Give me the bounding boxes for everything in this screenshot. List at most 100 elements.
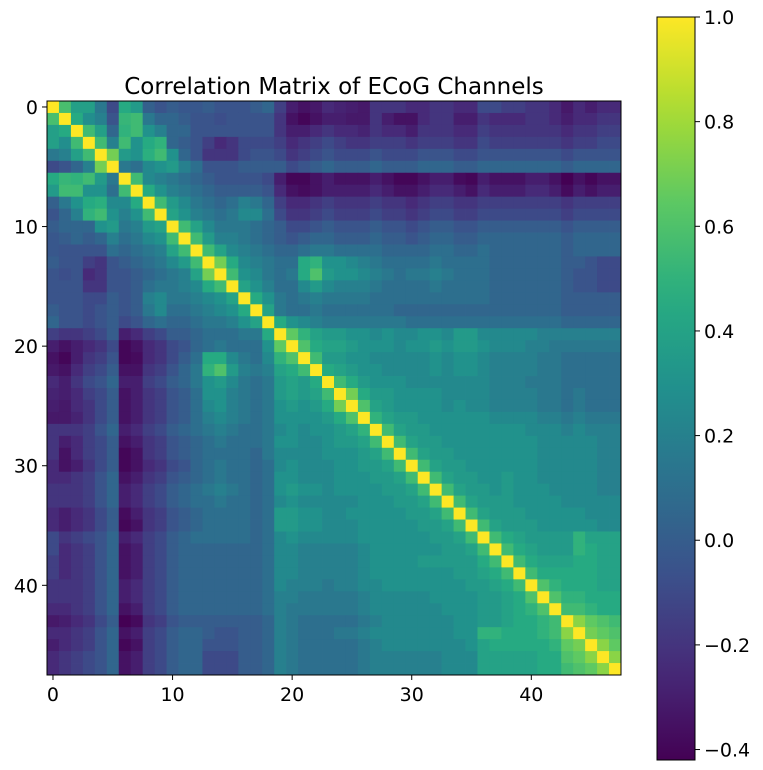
- heatmap-cell: [202, 531, 215, 544]
- heatmap-cell: [58, 220, 72, 233]
- heatmap-cell: [130, 280, 144, 293]
- heatmap-cell: [393, 603, 407, 616]
- heatmap-cell: [549, 364, 562, 377]
- heatmap-cell: [381, 411, 395, 425]
- heatmap-cell: [226, 663, 239, 676]
- heatmap-cell: [393, 280, 407, 293]
- heatmap-cell: [501, 136, 514, 150]
- heatmap-cell: [47, 627, 60, 640]
- heatmap-cell: [453, 639, 466, 652]
- heatmap-cell: [501, 388, 514, 401]
- heatmap-cell: [369, 531, 383, 544]
- heatmap-cell: [405, 543, 419, 556]
- y-tick-label: 30: [14, 456, 38, 478]
- heatmap-cell: [537, 543, 550, 556]
- heatmap-cell: [250, 507, 263, 520]
- heatmap-cell: [262, 328, 275, 341]
- heatmap-cell: [561, 208, 574, 221]
- heatmap-cell: [345, 196, 359, 210]
- heatmap-cell: [513, 579, 526, 592]
- heatmap-cell: [573, 579, 586, 592]
- heatmap-cell: [513, 256, 526, 269]
- heatmap-cell: [190, 364, 203, 377]
- heatmap-cell: [585, 579, 598, 592]
- heatmap-cell: [453, 423, 466, 437]
- heatmap-cell: [345, 124, 359, 138]
- heatmap-cell: [465, 567, 478, 580]
- heatmap-cell: [178, 399, 191, 413]
- heatmap-cell: [453, 124, 466, 138]
- heatmap-cell: [286, 328, 299, 341]
- heatmap-cell: [262, 256, 275, 269]
- heatmap-cell: [178, 615, 191, 628]
- heatmap-cell: [178, 579, 191, 592]
- heatmap-cell: [549, 160, 562, 174]
- heatmap-cell: [142, 220, 156, 233]
- heatmap-cell: [369, 101, 383, 114]
- heatmap-cell: [130, 447, 144, 461]
- heatmap-cell: [381, 435, 395, 449]
- heatmap-cell: [238, 459, 251, 473]
- heatmap-cell: [214, 184, 227, 198]
- heatmap-cell: [58, 471, 72, 485]
- heatmap-cell: [202, 184, 215, 198]
- heatmap-cell: [345, 435, 359, 449]
- heatmap-cell: [345, 292, 359, 305]
- heatmap-cell: [58, 316, 72, 329]
- heatmap-cell: [525, 160, 538, 174]
- heatmap-cell: [298, 388, 311, 401]
- heatmap-cell: [441, 172, 454, 186]
- heatmap-cell: [357, 340, 371, 353]
- heatmap-cell: [106, 519, 120, 532]
- heatmap-cell: [573, 364, 586, 377]
- heatmap-cell: [441, 447, 454, 461]
- heatmap-cell: [489, 124, 502, 138]
- heatmap-cell: [357, 352, 371, 365]
- x-tick-label: 0: [47, 684, 59, 706]
- heatmap-cell: [226, 435, 239, 449]
- heatmap-cell: [82, 196, 96, 210]
- heatmap-cell: [250, 268, 263, 281]
- heatmap-cell: [154, 220, 167, 233]
- heatmap-cell: [82, 124, 96, 138]
- heatmap-cell: [286, 471, 299, 485]
- heatmap-cell: [322, 208, 335, 221]
- heatmap-cell: [310, 172, 323, 186]
- heatmap-cell: [94, 232, 108, 245]
- heatmap-cell: [190, 495, 203, 508]
- heatmap-cell: [501, 639, 514, 652]
- heatmap-cell: [441, 304, 454, 317]
- heatmap-cell: [154, 591, 167, 604]
- heatmap-cell: [142, 459, 156, 473]
- heatmap-cell: [94, 352, 108, 365]
- heatmap-cell: [441, 352, 454, 365]
- heatmap-cell: [501, 220, 514, 233]
- heatmap-cell: [357, 555, 371, 568]
- heatmap-cell: [609, 388, 622, 401]
- heatmap-cell: [130, 388, 144, 401]
- heatmap-cell: [345, 220, 359, 233]
- heatmap-cell: [178, 651, 191, 664]
- heatmap-cell: [166, 639, 179, 652]
- heatmap-cell: [429, 399, 443, 413]
- heatmap-cell: [310, 244, 323, 257]
- heatmap-cell: [501, 304, 514, 317]
- heatmap-cell: [357, 663, 371, 676]
- heatmap-cell: [537, 328, 550, 341]
- heatmap-cell: [609, 232, 622, 245]
- heatmap-cell: [405, 220, 419, 233]
- heatmap-cell: [118, 340, 132, 353]
- heatmap-cell: [573, 639, 586, 652]
- heatmap-cell: [298, 531, 311, 544]
- heatmap-cell: [489, 352, 502, 365]
- heatmap-cell: [106, 603, 120, 616]
- heatmap-cell: [609, 364, 622, 377]
- heatmap-cell: [298, 627, 311, 640]
- heatmap-cell: [417, 112, 431, 126]
- heatmap-cell: [106, 256, 120, 269]
- heatmap-cell: [561, 364, 574, 377]
- heatmap-cell: [274, 388, 287, 401]
- heatmap-cell: [477, 615, 490, 628]
- heatmap-cell: [262, 220, 275, 233]
